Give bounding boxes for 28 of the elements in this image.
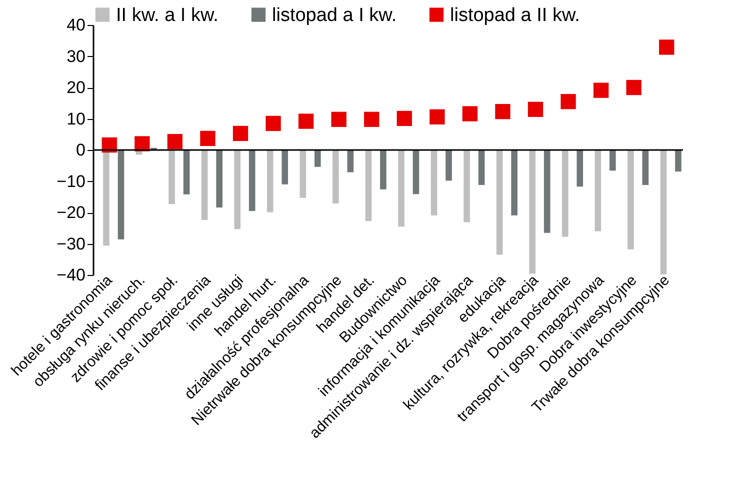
point bbox=[462, 106, 478, 122]
point bbox=[430, 109, 445, 124]
y-tick-label: 40 bbox=[66, 16, 86, 34]
point bbox=[560, 94, 576, 110]
point bbox=[200, 130, 216, 146]
y-tick-label: −10 bbox=[56, 172, 86, 191]
point bbox=[659, 40, 674, 55]
point bbox=[626, 80, 642, 96]
y-tick-label: 30 bbox=[66, 46, 86, 66]
point bbox=[396, 110, 412, 126]
point bbox=[134, 136, 150, 152]
point bbox=[364, 112, 380, 127]
y-tick-label: −20 bbox=[56, 203, 86, 222]
point bbox=[331, 112, 346, 127]
y-tick-label: −30 bbox=[56, 234, 86, 254]
y-tick-label: 10 bbox=[66, 109, 86, 128]
point bbox=[495, 104, 510, 120]
legend-label: listopad a II kw. bbox=[450, 4, 580, 26]
point bbox=[528, 102, 544, 117]
legend-label: listopad a I kw. bbox=[272, 4, 397, 26]
point bbox=[593, 82, 609, 98]
legend-label: II kw. a I kw. bbox=[116, 4, 218, 26]
point bbox=[232, 126, 248, 142]
y-tick-label: 20 bbox=[66, 78, 86, 97]
point bbox=[298, 114, 314, 129]
point bbox=[167, 134, 183, 150]
point bbox=[266, 116, 281, 132]
y-tick-label: 0 bbox=[76, 140, 86, 160]
